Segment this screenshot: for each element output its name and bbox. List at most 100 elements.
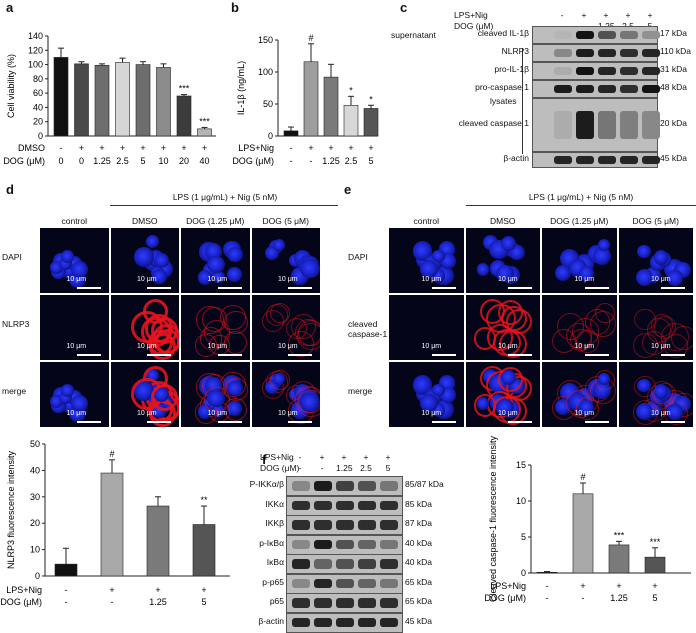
protein-band: [576, 110, 594, 140]
protein-band: [336, 539, 354, 550]
blot-strip: [532, 98, 660, 152]
y-tick-label: 0: [35, 571, 40, 581]
dose-label: -: [320, 463, 324, 473]
treatment-sign: +: [341, 452, 347, 462]
scale-bar: [508, 354, 532, 356]
micrograph-tile: 10 μm: [181, 362, 250, 427]
y-tick-label: 40: [30, 465, 40, 475]
protein-band: [314, 481, 332, 491]
row2-label: DOG (μM): [484, 593, 526, 603]
protein-band: [620, 110, 638, 140]
protein-band: [358, 617, 376, 628]
protein-band: [314, 500, 332, 511]
scale-bar: [431, 287, 456, 289]
y-tick-label: 80: [33, 74, 43, 84]
dose-label: -: [298, 463, 302, 473]
bar: [323, 76, 339, 137]
protein-band: [554, 156, 572, 164]
row1-label: LPS+Nig: [6, 585, 42, 595]
y-tick-label: 50: [30, 439, 40, 449]
bar: [176, 95, 192, 137]
y-tick-label: 10: [30, 545, 40, 555]
protein-band: [554, 84, 572, 94]
band-kda: 65 kDa: [405, 596, 432, 606]
treatment-sign: +: [328, 143, 333, 153]
protein-band: [598, 110, 616, 140]
column-label: DOG (1.25 μM): [550, 216, 609, 226]
treatment-sign: +: [202, 143, 207, 153]
protein-band: [358, 539, 376, 550]
band-kda: 110 kDa: [660, 46, 692, 56]
row-label: cleaved caspase-1: [348, 318, 388, 339]
bar: [146, 505, 170, 577]
fluorescence-signal: [151, 383, 179, 412]
scale-bar-label: 10 μm: [66, 343, 87, 350]
scale-bar-label: 10 μm: [421, 410, 442, 417]
c-lysate-bracket: [522, 48, 523, 154]
micrograph-tile: 10 μm: [181, 295, 250, 360]
panel-e-letter: e: [344, 182, 352, 197]
dose-label: -: [582, 593, 585, 603]
band-kda: 85 kDa: [405, 498, 432, 509]
dose-label: 5: [385, 463, 391, 473]
dose-label: 2.5: [345, 156, 358, 166]
blot-strip: [286, 515, 403, 535]
y-axis-label: NLRP3 fluorescence intensity: [6, 450, 16, 569]
row2-label: DOG (μM): [232, 156, 274, 166]
micrograph-tile: 10 μm: [618, 295, 693, 360]
bar: [53, 57, 69, 137]
treatment-sign: +: [368, 143, 373, 153]
bar: [536, 571, 558, 574]
nucleus: [60, 384, 74, 397]
bar: [644, 556, 666, 574]
nlrp3-intensity-chart: 0 10 20 30 40 50 NLRP3 fluorescence intensity -…: [0, 439, 230, 607]
band-kda: 65 kDa: [405, 576, 432, 587]
c-lps-nig-label: LPS+Nig: [454, 10, 488, 20]
scale-bar: [76, 354, 101, 356]
bar: [608, 544, 630, 574]
panel-f-western-blot: LPS+Nig DOG (μM) - - + - +1.25 +2.5 +5 P-IKKα/…: [236, 452, 476, 633]
treatment-sign: +: [616, 581, 621, 591]
scale-bar-label: 10 μm: [421, 343, 442, 350]
micrograph-tile: 10 μm: [465, 295, 540, 360]
micrograph-tile: 10 μm: [40, 295, 109, 360]
protein-band: [576, 66, 594, 76]
band-kda: 40 kDa: [405, 537, 432, 548]
protein-band: [358, 481, 376, 491]
protein-band: [642, 30, 660, 40]
fluorescence-signal: [576, 330, 600, 353]
nucleus: [226, 266, 243, 283]
row-label: DAPI: [348, 251, 368, 262]
treatment-sign: -: [560, 10, 564, 20]
scale-bar: [661, 287, 685, 289]
blot-strip: [286, 573, 403, 594]
dose-label: 1.25: [336, 463, 353, 473]
row-label: merge: [348, 385, 373, 396]
nucleus: [432, 249, 445, 263]
panel-f-letter: f: [262, 452, 267, 467]
treatment-sign: -: [298, 452, 302, 462]
protein-band: [314, 598, 332, 608]
nucleus: [134, 247, 154, 267]
protein-band: [292, 598, 310, 608]
scale-bar: [288, 421, 312, 423]
fluorescence-signal: [204, 386, 230, 413]
significance-mark: ***: [179, 84, 190, 94]
protein-band: [292, 617, 310, 628]
protein-band: [336, 500, 354, 511]
treatment-sign: +: [319, 452, 325, 462]
protein-band: [314, 520, 332, 530]
y-tick-label: 40: [33, 102, 43, 112]
nucleus: [60, 250, 74, 263]
band-name: p-p65: [262, 576, 284, 587]
fluorescence-signal: [632, 399, 658, 425]
protein-band: [576, 156, 594, 164]
protein-band: [576, 30, 594, 40]
dose-label: 1.25: [149, 597, 167, 607]
nucleus: [145, 235, 159, 248]
nucleus: [300, 258, 320, 279]
scale-bar: [584, 421, 609, 423]
dose-label: -: [290, 156, 293, 166]
protein-band: [292, 539, 310, 550]
scale-bar-label: 10 μm: [137, 276, 157, 283]
